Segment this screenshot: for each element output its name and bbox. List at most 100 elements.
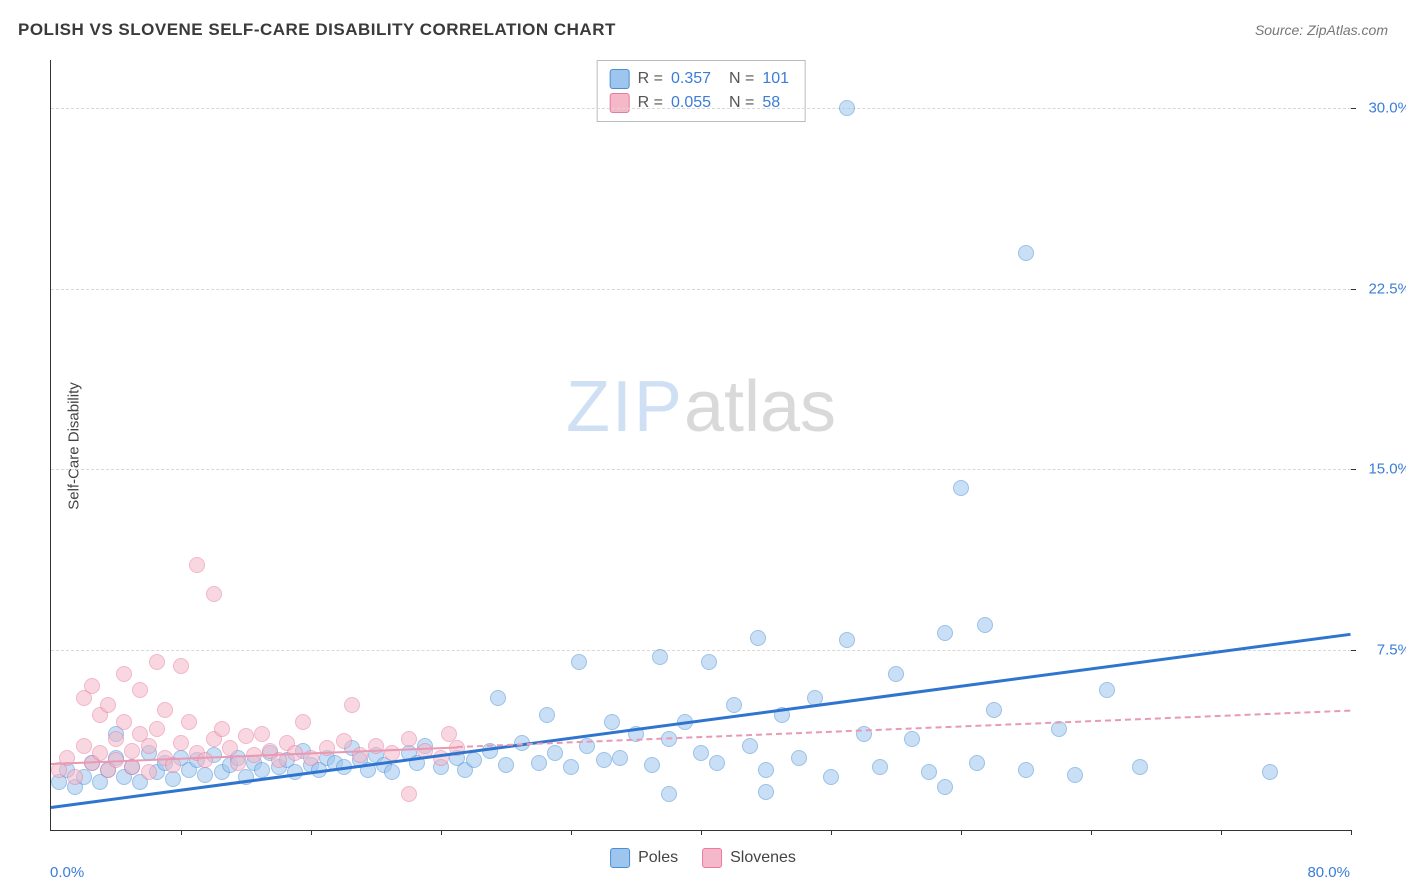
series-legend: Poles Slovenes <box>610 848 796 868</box>
gridline <box>51 650 1351 651</box>
stats-row: R = 0.357 N = 101 <box>610 67 793 91</box>
y-tick-label: 22.5% <box>1368 280 1406 297</box>
scatter-point <box>531 755 547 771</box>
scatter-point <box>1099 682 1115 698</box>
gridline <box>51 108 1351 109</box>
legend-label: Slovenes <box>730 849 796 867</box>
scatter-point <box>1018 762 1034 778</box>
scatter-point <box>466 752 482 768</box>
scatter-plot-area: ZIPatlas R =0.357N =101R =0.055N =58 7.5… <box>50 60 1351 831</box>
scatter-point <box>498 757 514 773</box>
stats-n-label: N = <box>729 91 754 115</box>
x-tick <box>1091 830 1092 835</box>
x-tick <box>1351 830 1352 835</box>
scatter-point <box>969 755 985 771</box>
x-tick <box>181 830 182 835</box>
scatter-point <box>84 678 100 694</box>
scatter-point <box>652 649 668 665</box>
scatter-point <box>206 586 222 602</box>
scatter-point <box>100 697 116 713</box>
scatter-point <box>644 757 660 773</box>
trend-line <box>457 710 1351 748</box>
scatter-point <box>67 769 83 785</box>
scatter-point <box>1132 759 1148 775</box>
scatter-point <box>384 764 400 780</box>
x-max-label: 80.0% <box>1307 864 1350 881</box>
scatter-point <box>336 733 352 749</box>
legend-label: Poles <box>638 849 678 867</box>
scatter-point <box>181 714 197 730</box>
scatter-point <box>254 762 270 778</box>
scatter-point <box>132 682 148 698</box>
scatter-point <box>758 762 774 778</box>
legend-swatch <box>610 93 630 113</box>
scatter-point <box>173 658 189 674</box>
scatter-point <box>116 714 132 730</box>
scatter-point <box>742 738 758 754</box>
scatter-point <box>937 779 953 795</box>
scatter-point <box>539 707 555 723</box>
scatter-point <box>1067 767 1083 783</box>
scatter-point <box>726 697 742 713</box>
scatter-point <box>214 721 230 737</box>
legend-swatch <box>702 848 722 868</box>
scatter-point <box>604 714 620 730</box>
x-tick <box>831 830 832 835</box>
legend-item: Poles <box>610 848 678 868</box>
scatter-point <box>758 784 774 800</box>
x-tick <box>571 830 572 835</box>
watermark: ZIPatlas <box>566 366 836 448</box>
scatter-point <box>791 750 807 766</box>
scatter-point <box>888 666 904 682</box>
scatter-point <box>189 557 205 573</box>
scatter-point <box>596 752 612 768</box>
chart-title: POLISH VS SLOVENE SELF-CARE DISABILITY C… <box>18 20 616 39</box>
legend-swatch <box>610 848 630 868</box>
y-tick <box>1351 469 1356 470</box>
x-tick <box>1221 830 1222 835</box>
scatter-point <box>401 731 417 747</box>
stats-r-label: R = <box>638 67 663 91</box>
y-tick <box>1351 108 1356 109</box>
scatter-point <box>92 745 108 761</box>
stats-n-value: 101 <box>762 67 792 91</box>
scatter-point <box>295 714 311 730</box>
scatter-point <box>116 666 132 682</box>
scatter-point <box>490 690 506 706</box>
scatter-point <box>823 769 839 785</box>
scatter-point <box>401 786 417 802</box>
stats-row: R =0.055N =58 <box>610 91 793 115</box>
y-tick-label: 15.0% <box>1368 461 1406 478</box>
scatter-point <box>904 731 920 747</box>
scatter-point <box>254 726 270 742</box>
scatter-point <box>197 752 213 768</box>
scatter-point <box>1262 764 1278 780</box>
x-tick <box>441 830 442 835</box>
scatter-point <box>709 755 725 771</box>
x-tick <box>961 830 962 835</box>
scatter-point <box>693 745 709 761</box>
scatter-point <box>986 702 1002 718</box>
stats-r-value: 0.357 <box>671 67 721 91</box>
x-tick <box>701 830 702 835</box>
stats-r-value: 0.055 <box>671 91 721 115</box>
scatter-point <box>76 738 92 754</box>
scatter-point <box>612 750 628 766</box>
x-min-label: 0.0% <box>50 864 84 881</box>
scatter-point <box>124 743 140 759</box>
scatter-point <box>384 745 400 761</box>
chart-header: POLISH VS SLOVENE SELF-CARE DISABILITY C… <box>18 20 1388 50</box>
scatter-point <box>141 738 157 754</box>
scatter-point <box>197 767 213 783</box>
scatter-point <box>344 697 360 713</box>
scatter-point <box>701 654 717 670</box>
scatter-point <box>921 764 937 780</box>
stats-n-value: 58 <box>762 91 792 115</box>
scatter-point <box>165 771 181 787</box>
scatter-point <box>238 728 254 744</box>
y-tick <box>1351 289 1356 290</box>
chart-source: Source: ZipAtlas.com <box>1255 22 1388 38</box>
scatter-point <box>108 731 124 747</box>
stats-n-label: N = <box>729 67 754 91</box>
y-tick-label: 7.5% <box>1377 641 1406 658</box>
